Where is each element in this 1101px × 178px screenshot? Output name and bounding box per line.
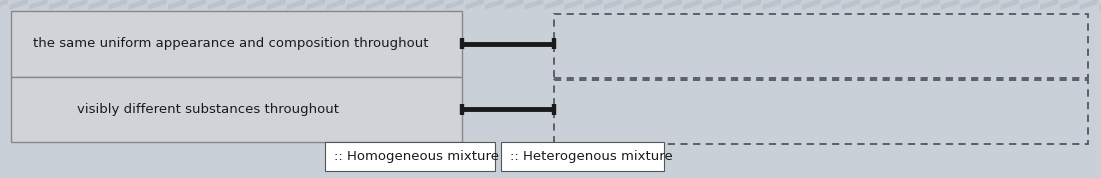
FancyBboxPatch shape	[501, 142, 664, 171]
Text: visibly different substances throughout: visibly different substances throughout	[77, 103, 339, 116]
FancyBboxPatch shape	[325, 142, 495, 171]
Text: :: Heterogenous mixture: :: Heterogenous mixture	[510, 150, 673, 163]
FancyBboxPatch shape	[11, 77, 462, 142]
Text: the same uniform appearance and composition throughout: the same uniform appearance and composit…	[33, 37, 428, 50]
Text: :: Homogeneous mixture: :: Homogeneous mixture	[334, 150, 499, 163]
FancyBboxPatch shape	[11, 11, 462, 77]
